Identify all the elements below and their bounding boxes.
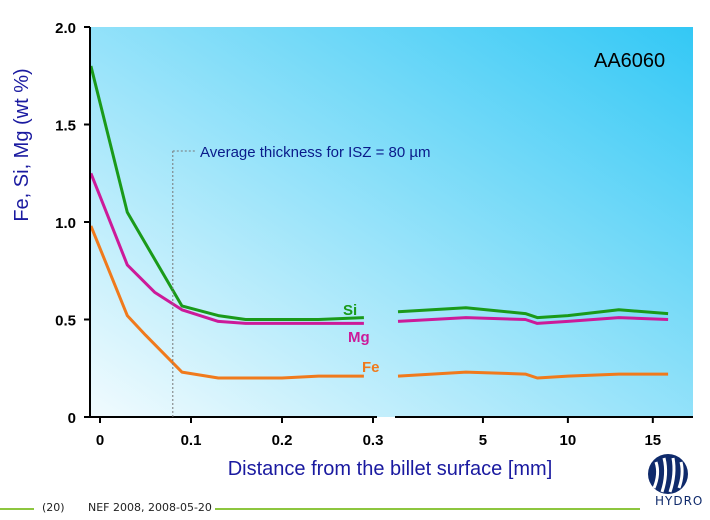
x-tick-label: 0.1 [181, 432, 202, 449]
y-tick-label: 1.0 [55, 215, 76, 232]
series-fe-line-right [397, 370, 669, 380]
footer-line-right [215, 508, 640, 510]
page-number: (20) [42, 501, 65, 514]
y-tick-label: 0 [68, 410, 76, 427]
chart: Si Mg Fe 0 0.5 1.0 1.5 2.0 0 0.1 0.2 0.3 5 10 15 AA60… [11, 20, 693, 480]
series-si-line-right [397, 306, 669, 320]
footer-text: NEF 2008, 2008-05-20 [88, 501, 212, 514]
axes-layer: 0 0.5 1.0 1.5 2.0 0 0.1 0.2 0.3 5 10 15 [55, 20, 693, 449]
x-tick-label: 0 [96, 432, 104, 449]
x-tick-label: 5 [479, 432, 487, 449]
footer-line-left [0, 508, 34, 510]
series-fe-line-left [89, 225, 364, 380]
y-tick-label: 0.5 [55, 313, 76, 330]
x-axis-label: Distance from the billet surface [mm] [228, 458, 553, 480]
y-axis-label: Fe, Si, Mg (wt %) [11, 68, 33, 221]
x-tick-label: 15 [644, 432, 661, 449]
hydro-logo-icon [648, 454, 688, 494]
series-mg-line-left [89, 172, 364, 325]
footer: (20) NEF 2008, 2008-05-20 [0, 498, 710, 520]
callout-label: Average thickness for ISZ = 80 µm [200, 144, 431, 161]
series-si-label: Si [343, 302, 357, 319]
series-mg-line-right [397, 316, 669, 325]
brand-name: HYDRO [655, 494, 704, 508]
y-tick-label: 2.0 [55, 20, 76, 37]
y-tick-label: 1.5 [55, 118, 76, 135]
series-si-line-left [89, 65, 364, 321]
annotation-label: AA6060 [594, 50, 665, 72]
plot-background [90, 27, 693, 417]
x-tick-label: 0.2 [272, 432, 293, 449]
series-fe-label: Fe [362, 359, 380, 376]
x-tick-label: 10 [560, 432, 577, 449]
series-mg-label: Mg [348, 329, 370, 346]
x-tick-label: 0.3 [363, 432, 384, 449]
series-layer: Si Mg Fe [89, 65, 669, 380]
